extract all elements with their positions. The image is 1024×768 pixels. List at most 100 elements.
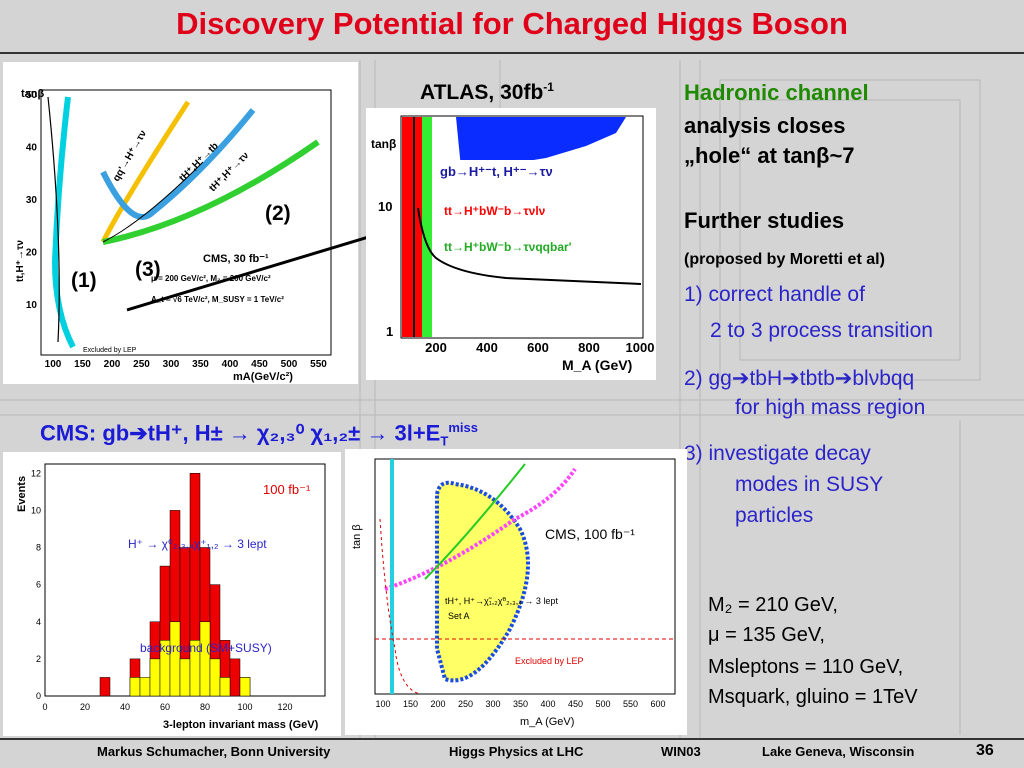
study-item-3b: modes in SUSY [735,473,884,496]
study-item-2b: for high mass region [735,396,926,419]
plot3-xtick: 80 [200,702,210,712]
plot2-x-label: M_A (GeV) [562,357,632,373]
plot2-legend-tt-lep: tt→H⁺bW⁻b→τνlν [444,204,546,218]
plot3-xtick: 120 [277,702,292,712]
plot4-xtick: 250 [458,699,473,709]
plot4-set-a: Set A [448,611,470,621]
footer-conference: WIN03 [661,744,701,759]
plot3-background-bar [199,621,211,697]
plot3-ytick: 0 [36,691,41,701]
plot1-info-mu: μ = 200 GeV/c², M₂ = 200 GeV/c² [151,274,271,283]
plot2-legend-gb: gb→H⁺⁻t, H⁺⁻→τν [440,164,553,179]
plot4-cms-label: CMS, 100 fb⁻¹ [545,526,635,542]
plot1-ytick: 20 [26,248,38,259]
plot3-background-bar [239,677,251,697]
plot3-background-label: background (SM+SUSY) [140,641,272,655]
plot1-lep-label: Excluded by LEP [83,347,137,354]
plot3-xtick: 60 [160,702,170,712]
plot1-xtick: 500 [281,359,298,370]
plot2-discovery-curve [417,207,642,285]
plot3-xtick: 40 [120,702,130,712]
footer-author: Markus Schumacher, Bonn University [97,744,331,759]
plot4-y-label: tan β [351,524,363,549]
study-item-2a: 2) gg➔tbH➔tbtb➔blνbqq [684,367,915,390]
plot1-y-label: tanβ [21,88,45,100]
plot1-info-cms: CMS, 30 fb⁻¹ [203,253,269,265]
plot3-y-label: Events [16,476,28,512]
plot1-ytick: 30 [26,195,38,206]
plot4-xtick: 550 [623,699,638,709]
plot3-total-bar [229,658,241,697]
plot4-svg: tan β 100 150 200 250 300 350 400 450 500 550 600 … [351,458,676,728]
plot1-label-1: (1) [71,269,97,292]
plot1-svg: tanβ 50 40 30 20 10 100 150 200 250 300 350 400 450… [15,88,332,383]
page-number: 36 [976,742,994,759]
plot4-xtick: 500 [595,699,610,709]
plot2-xtick: 600 [527,340,549,355]
plot3-background-bar [129,677,141,697]
plot3-background-bar [169,621,181,697]
plot1-curve-tau [102,139,320,245]
plot3-ytick: 6 [36,580,41,590]
plot2-svg: tanβ 10 1 200 400 600 800 1000 M_A (GeV) gb→… [371,115,655,373]
title-divider [0,52,1024,54]
plot3-ytick: 2 [36,654,41,664]
cms-channel-heading: CMS: gb➔tH⁺, H± → χ₂,₃⁰ χ₁,₂± → 3l+ETmis… [40,420,478,449]
plot1-black-contour [102,161,204,243]
plot4-set-label: tH⁺, H⁺→χ̃₁,₂χ̃⁰₂,₃,₄ → 3 lept [445,596,558,606]
plot2-xtick: 1000 [626,340,655,355]
plot1-curve-label-tt: tt,H⁺→τν [15,240,26,282]
plot3-background-bar [149,658,161,697]
footer-talk: Higgs Physics at LHC [449,744,584,759]
footer-location: Lake Geneva, Wisconsin [762,744,915,759]
footer-divider [0,738,1024,740]
plot1-xtick: 150 [74,359,91,370]
proposed-by: (proposed by Moretti et al) [684,251,885,268]
plot4-xtick: 300 [485,699,500,709]
plot4-xtick: 200 [430,699,445,709]
plot3-background-bar [179,658,191,697]
study-item-3c: particles [735,504,814,527]
plot1-x-label: mA(GeV/c²) [233,371,293,383]
atlas-label: ATLAS, 30fb-1 [420,80,554,104]
study-item-1a: 1) correct handle of [684,283,865,306]
plot3-total-bar [99,677,111,697]
slide-title: Discovery Potential for Charged Higgs Bo… [176,6,848,41]
param-mu: μ = 135 GeV, [708,624,825,646]
plot2-xtick: 400 [476,340,498,355]
plot3-svg: 0 2 4 6 8 10 12 0 20 40 60 80 100 120 Events 3-lepto… [16,463,326,731]
plot3-background-bar [219,677,231,697]
study-item-3a: 3) investigate decay [684,442,871,465]
plot4-xtick: 100 [375,699,390,709]
plot4-xtick: 350 [513,699,528,709]
hadronic-heading: Hadronic channel [684,80,869,105]
plot1-xtick: 350 [192,359,209,370]
plot3-ytick: 12 [31,468,41,478]
plot4-xtick: 600 [650,699,665,709]
plot4-xtick: 450 [568,699,583,709]
plot3-background-bar [209,658,221,697]
further-studies-heading: Further studies [684,208,845,233]
three-lepton-mass-histogram: 0 2 4 6 8 10 12 0 20 40 60 80 100 120 Events 3-lepto… [3,452,341,736]
plot1-xtick: 100 [45,359,62,370]
plot3-xtick: 100 [237,702,252,712]
plot4-lep-label: Excluded by LEP [515,656,584,666]
plot1-curve-tt [51,96,76,349]
plot3-lumi: 100 fb⁻¹ [263,482,311,497]
plot1-ytick: 50 [26,90,38,101]
plot2-xtick: 200 [425,340,447,355]
plot3-background-bar [139,677,151,697]
study-item-1b: 2 to 3 process transition [710,319,933,342]
plot3-xtick: 20 [80,702,90,712]
cms-susy-plot-100fb: tan β 100 150 200 250 300 350 400 450 500 550 600 … [345,449,687,735]
plot3-ytick: 4 [36,617,41,627]
cms-exclusion-plot-30fb: tanβ 50 40 30 20 10 100 150 200 250 300 350 400 450… [3,62,358,384]
plot1-xtick: 200 [104,359,121,370]
param-msquark: Msquark, gluino = 1TeV [708,686,918,708]
plot3-x-label: 3-lepton invariant mass (GeV) [163,719,319,731]
plot1-info-at: A_t = √6 TeV/c², M_SUSY = 1 TeV/c² [151,295,284,304]
hadronic-line-2: analysis closes [684,113,846,138]
plot1-xtick: 250 [133,359,150,370]
atlas-discovery-plot: tanβ 10 1 200 400 600 800 1000 M_A (GeV) gb→… [366,108,656,380]
plot1-curve-tb [100,108,256,220]
